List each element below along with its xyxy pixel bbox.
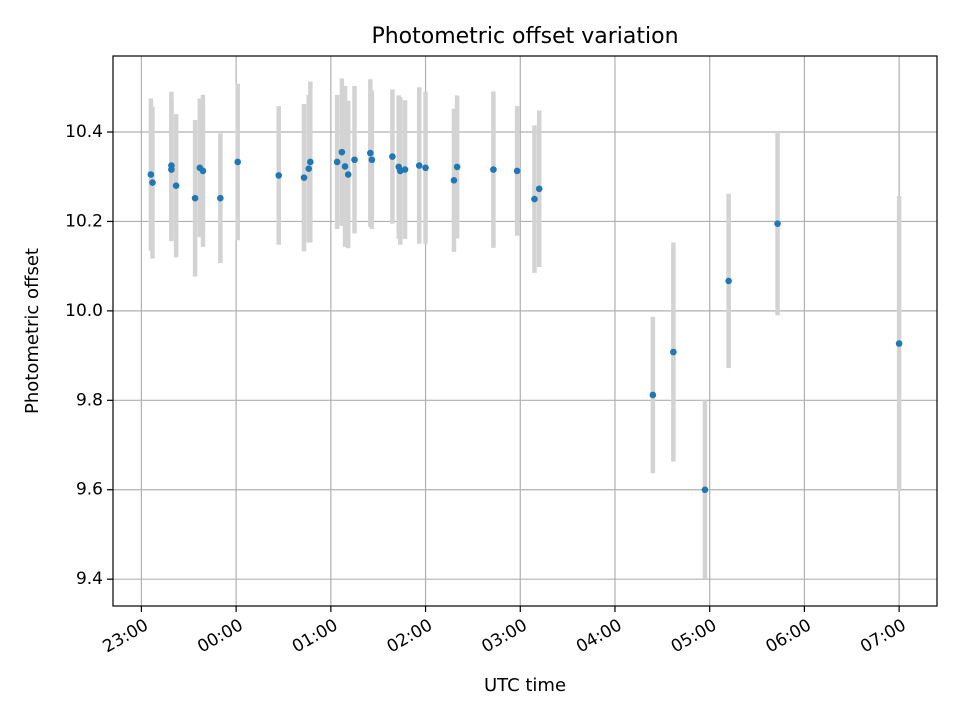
data-point (275, 172, 283, 179)
x-tick-label: 07:00 (857, 615, 909, 657)
data-point (535, 185, 543, 193)
data-point (453, 163, 461, 171)
data-point (725, 277, 732, 285)
data-point (401, 166, 409, 173)
data-point (199, 167, 207, 175)
data-point (338, 148, 346, 156)
y-axis-ticks: 9.4 9.6 9.8 10.0 10.2 10.4 (65, 122, 113, 589)
y-tick-label: 10.0 (65, 301, 103, 321)
data-point (670, 348, 677, 356)
data-point (333, 158, 341, 166)
data-point (307, 158, 314, 166)
error-bars (148, 78, 902, 580)
data-point (415, 162, 423, 169)
chart-title: Photometric offset variation (371, 24, 678, 49)
data-point (234, 158, 242, 166)
data-point (191, 194, 199, 202)
x-tick-label: 02:00 (384, 615, 436, 657)
data-point (701, 486, 709, 494)
data-point (422, 164, 429, 172)
y-axis-label: Photometric offset (22, 248, 43, 414)
y-tick-label: 9.6 (76, 480, 103, 500)
x-tick-label: 23:00 (99, 615, 151, 657)
y-tick-label: 10.4 (65, 122, 103, 142)
data-point (300, 174, 308, 181)
x-tick-label: 04:00 (573, 615, 625, 657)
data-point (895, 340, 903, 347)
data-point (774, 220, 781, 227)
x-tick-label: 03:00 (478, 615, 530, 657)
data-point (490, 166, 497, 173)
data-point (531, 195, 538, 203)
data-point (367, 149, 374, 157)
data-point (649, 391, 657, 399)
data-point (341, 163, 349, 170)
x-tick-label: 05:00 (668, 615, 720, 657)
grid (113, 56, 937, 606)
x-tick-label: 00:00 (194, 615, 246, 657)
data-point (149, 179, 156, 186)
data-point (305, 165, 313, 172)
x-axis-label: UTC time (484, 675, 566, 696)
data-point (344, 171, 352, 178)
x-axis-ticks: 23:00 00:00 01:00 02:00 03:00 04:00 05:00 06:00… (99, 606, 910, 657)
data-points (147, 148, 903, 494)
x-tick-label: 06:00 (762, 615, 814, 657)
data-point (450, 177, 458, 184)
data-point (217, 194, 224, 202)
data-point (172, 182, 180, 189)
data-point (147, 171, 155, 178)
y-tick-label: 10.2 (65, 211, 103, 231)
plot-frame (112, 55, 938, 607)
y-tick-label: 9.4 (76, 569, 103, 589)
data-point (513, 167, 521, 175)
x-tick-label: 01:00 (289, 615, 341, 657)
data-point (351, 156, 358, 164)
data-point (368, 156, 376, 164)
data-point (168, 166, 175, 173)
y-tick-label: 9.8 (76, 390, 103, 410)
data-point (389, 153, 396, 160)
